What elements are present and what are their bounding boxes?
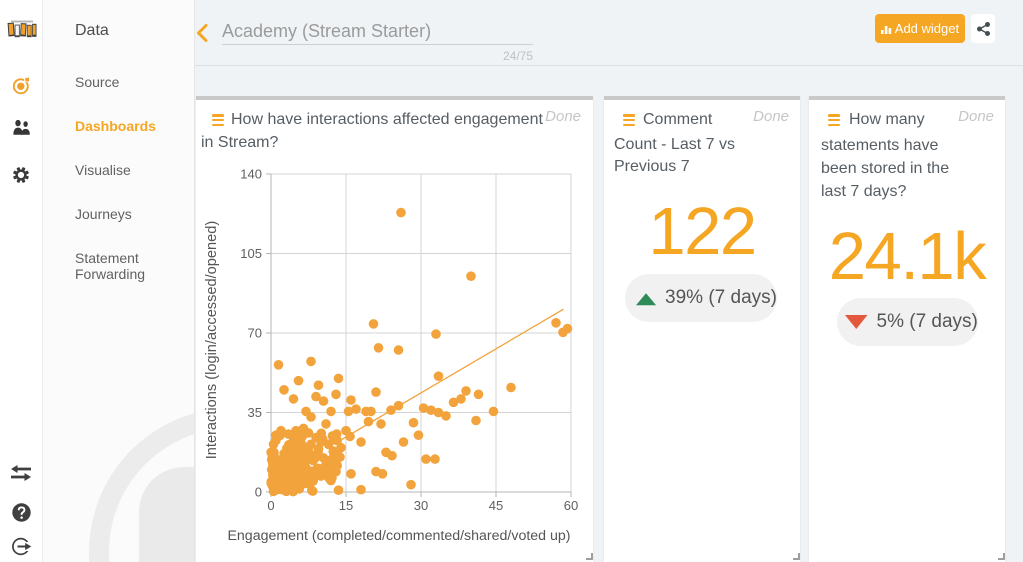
svg-text:60: 60	[564, 498, 578, 513]
svg-text:105: 105	[240, 246, 262, 261]
svg-text:Engagement (completed/commente: Engagement (completed/commented/shared/v…	[227, 528, 570, 544]
svg-text:35: 35	[248, 405, 262, 420]
svg-text:30: 30	[414, 498, 428, 513]
svg-text:0: 0	[267, 498, 274, 513]
svg-text:70: 70	[248, 326, 262, 341]
svg-text:140: 140	[240, 167, 262, 182]
svg-text:0: 0	[255, 485, 262, 500]
svg-text:Interactions (login/accessed/o: Interactions (login/accessed/opened)	[204, 221, 220, 460]
svg-text:15: 15	[339, 498, 353, 513]
svg-text:45: 45	[489, 498, 503, 513]
